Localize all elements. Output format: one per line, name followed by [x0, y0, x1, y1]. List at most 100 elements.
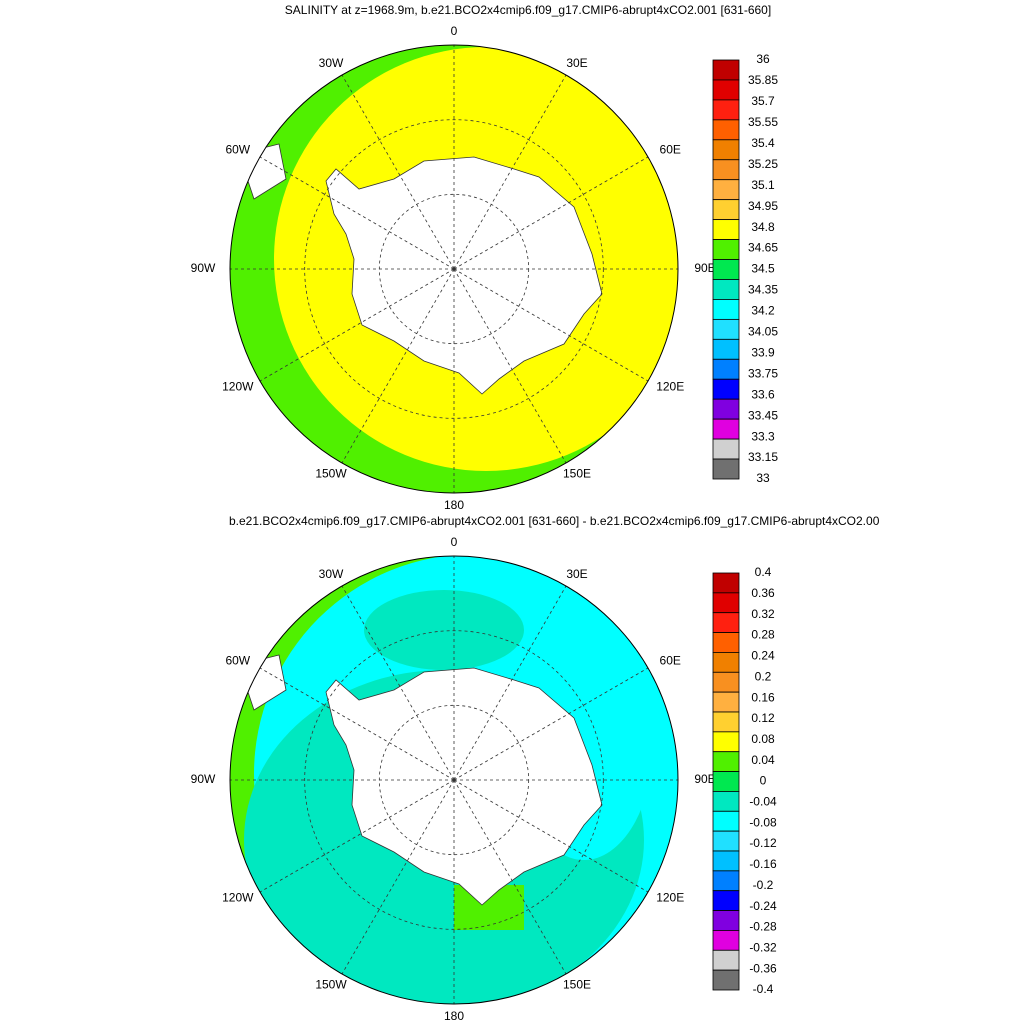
- colorbar-label: 33.6: [751, 387, 775, 401]
- colorbar-label: 35.55: [748, 115, 778, 129]
- colorbar-box: [712, 99, 740, 121]
- colorbar-box: [712, 671, 740, 693]
- colorbar-box: [712, 418, 740, 440]
- colorbar-box: [712, 79, 740, 101]
- lon-label: 60E: [660, 143, 681, 157]
- colorbar-box: [712, 199, 740, 221]
- colorbar-box: [712, 438, 740, 460]
- lon-line: [259, 268, 455, 382]
- colorbar-label: 35.7: [751, 94, 775, 108]
- colorbar-box: [712, 572, 740, 594]
- colorbar-box: [712, 949, 740, 971]
- colorbar-box: [712, 358, 740, 380]
- colorbar-label: 34.5: [751, 262, 775, 276]
- colorbar-label: 34.2: [751, 304, 775, 318]
- colorbar-label: 35.25: [748, 157, 778, 171]
- colorbar-box: [712, 791, 740, 812]
- map: [230, 45, 678, 493]
- map-border: [229, 44, 679, 494]
- colorbar-box: [712, 239, 740, 260]
- colorbar-label: 0.24: [751, 649, 775, 663]
- colorbar-label: 33.15: [748, 450, 778, 464]
- colorbar-label: 35.1: [751, 178, 775, 192]
- colorbar-box: [712, 219, 740, 240]
- lon-label: 0: [451, 24, 458, 38]
- colorbar-box: [712, 398, 740, 420]
- colorbar-label: 34.05: [748, 325, 778, 339]
- lon-label: 30E: [566, 567, 587, 581]
- colorbar-box: [712, 139, 740, 161]
- lat-line: [304, 630, 604, 930]
- map-title: b.e21.BCO2x4cmip6.f09_g17.CMIP6-abrupt4x…: [229, 514, 880, 528]
- lon-label: 60W: [225, 143, 250, 157]
- colorbar-label: 34.8: [751, 220, 775, 234]
- lon-label: 60E: [660, 654, 681, 668]
- colorbar-box: [712, 652, 740, 673]
- lon-label: 30W: [319, 56, 344, 70]
- lon-label: 30W: [319, 567, 344, 581]
- colorbar-box: [712, 870, 740, 892]
- colorbar-label: 0.36: [751, 586, 775, 600]
- lon-line: [453, 268, 567, 464]
- colorbar-label: 33.9: [751, 345, 775, 359]
- lat-line: [304, 119, 604, 419]
- colorbar-box: [712, 910, 740, 931]
- colorbar-label: -0.32: [749, 940, 777, 954]
- colorbar-box: [712, 259, 740, 280]
- colorbar-label: 0.4: [755, 565, 772, 579]
- colorbar-box: [712, 711, 740, 733]
- colorbar-box: [712, 159, 740, 181]
- lon-line: [453, 779, 649, 893]
- lon-label: 90W: [191, 772, 216, 786]
- colorbar-box: [712, 592, 740, 614]
- lon-label: 180: [444, 498, 464, 512]
- colorbar-box: [712, 378, 740, 400]
- colorbar-box: [712, 59, 740, 81]
- colorbar-label: 0.08: [751, 732, 775, 746]
- colorbar-label: 35.4: [751, 136, 775, 150]
- lon-label: 150W: [315, 977, 347, 991]
- lon-line: [453, 667, 649, 781]
- lon-line: [453, 74, 567, 270]
- antarctica: [325, 156, 603, 395]
- antarctica: [325, 667, 603, 906]
- lon-line: [341, 585, 455, 781]
- colorbar-label: 36: [756, 52, 770, 66]
- lon-label: 120E: [656, 891, 684, 905]
- lon-line: [453, 156, 649, 270]
- colorbar-box: [712, 771, 740, 792]
- lon-line: [259, 779, 455, 893]
- lon-label: 180: [444, 1009, 464, 1023]
- colorbar-box: [712, 299, 740, 320]
- colorbar-label: 33.3: [751, 429, 775, 443]
- colorbar-box: [712, 318, 740, 340]
- map-border: [229, 555, 679, 1005]
- colorbar-box: [712, 612, 740, 633]
- colorbar-box: [712, 830, 740, 852]
- colorbar-label: 34.35: [748, 283, 778, 297]
- colorbar-label: 35.85: [748, 73, 778, 87]
- lon-label: 0: [451, 535, 458, 549]
- colorbar-label: 34.95: [748, 199, 778, 213]
- colorbar-box: [712, 632, 740, 653]
- colorbar-box: [712, 810, 740, 832]
- colorbar-label: 0.04: [751, 753, 775, 767]
- lon-label: 60W: [225, 654, 250, 668]
- lon-label: 90W: [191, 261, 216, 275]
- lon-line: [341, 268, 455, 464]
- colorbar-box: [712, 969, 740, 991]
- colorbar-box: [712, 119, 740, 141]
- colorbar-label: 33: [756, 471, 770, 485]
- ocean-field: [364, 590, 524, 670]
- colorbar-box: [712, 930, 740, 951]
- colorbar-label: 0.16: [751, 690, 775, 704]
- colorbar-label: -0.12: [749, 836, 777, 850]
- colorbar-box: [712, 731, 740, 753]
- lon-line: [453, 268, 649, 382]
- colorbar-label: -0.28: [749, 920, 777, 934]
- colorbar-label: 33.75: [748, 366, 778, 380]
- colorbar-label: -0.04: [749, 795, 777, 809]
- lon-line: [453, 779, 567, 975]
- colorbar-label: -0.16: [749, 857, 777, 871]
